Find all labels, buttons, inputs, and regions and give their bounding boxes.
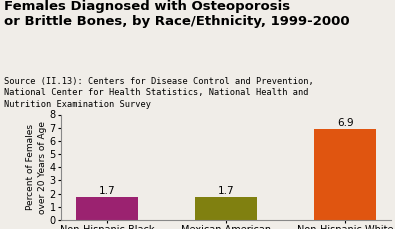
Bar: [195, 197, 257, 220]
Bar: [76, 197, 138, 220]
Text: Females Diagnosed with Osteoporosis
or Brittle Bones, by Race/Ethnicity, 1999-20: Females Diagnosed with Osteoporosis or B…: [4, 0, 350, 28]
Bar: [314, 129, 376, 220]
Text: 1.7: 1.7: [218, 186, 235, 196]
Text: 6.9: 6.9: [337, 118, 354, 128]
Text: Source (II.13): Centers for Disease Control and Prevention,
National Center for : Source (II.13): Centers for Disease Cont…: [4, 77, 314, 109]
Text: 1.7: 1.7: [99, 186, 115, 196]
Y-axis label: Percent of Females
over 20 Years of Age: Percent of Females over 20 Years of Age: [26, 121, 47, 214]
